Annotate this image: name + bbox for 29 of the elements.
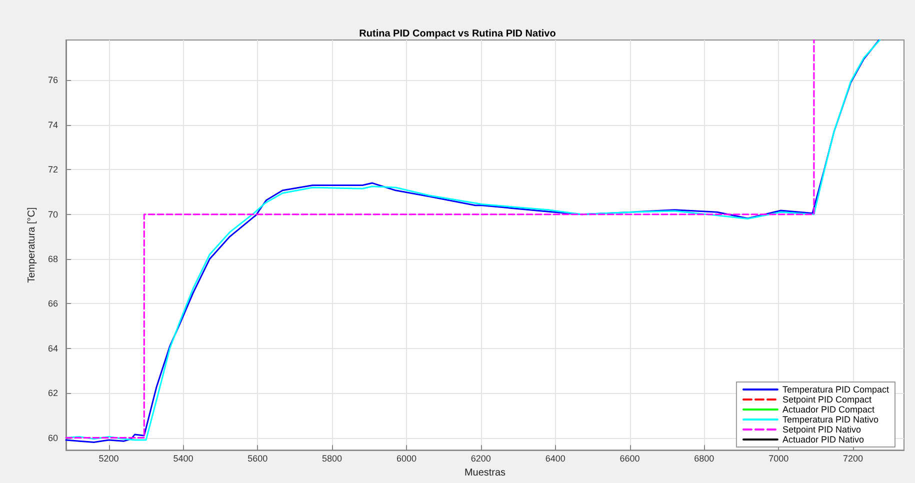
x-tick-label: 6400: [545, 454, 566, 464]
x-tick-label: 5800: [322, 454, 342, 464]
y-tick-label: 76: [48, 75, 58, 86]
y-tick-label: 70: [48, 209, 58, 220]
x-tick-label: 5400: [173, 454, 194, 464]
legend-label: Actuador PID Compact: [782, 404, 875, 414]
x-tick-label: 6800: [694, 454, 714, 464]
legend-label: Temperatura PID Nativo: [782, 414, 879, 424]
legend-label: Actuador PID Nativo: [782, 434, 864, 444]
y-tick-label: 66: [48, 298, 58, 309]
y-tick-label: 62: [48, 388, 58, 398]
legend-label: Setpoint PID Nativo: [782, 424, 862, 434]
y-tick-label: 64: [48, 343, 58, 354]
x-tick-label: 7000: [768, 454, 789, 464]
x-axis-title: Muestras: [464, 468, 506, 478]
y-axis-title: Temperatura [°C]: [26, 206, 38, 283]
x-tick-label: 7200: [843, 454, 864, 464]
x-tick-label: 6000: [396, 454, 416, 464]
y-tick-label: 74: [48, 120, 58, 130]
x-tick-label: 5600: [248, 454, 268, 464]
y-tick-label: 72: [48, 164, 58, 175]
x-tick-label: 5200: [98, 454, 119, 464]
legend-label: Setpoint PID Compact: [782, 394, 872, 404]
legend-label: Temperatura PID Compact: [782, 384, 890, 394]
chart-title: Rutina PID Compact vs Rutina PID Nativo: [359, 28, 556, 40]
y-tick-label: 60: [48, 432, 58, 443]
x-tick-label: 6200: [470, 454, 491, 464]
y-tick-label: 68: [48, 254, 58, 264]
x-tick-label: 6600: [620, 454, 640, 464]
